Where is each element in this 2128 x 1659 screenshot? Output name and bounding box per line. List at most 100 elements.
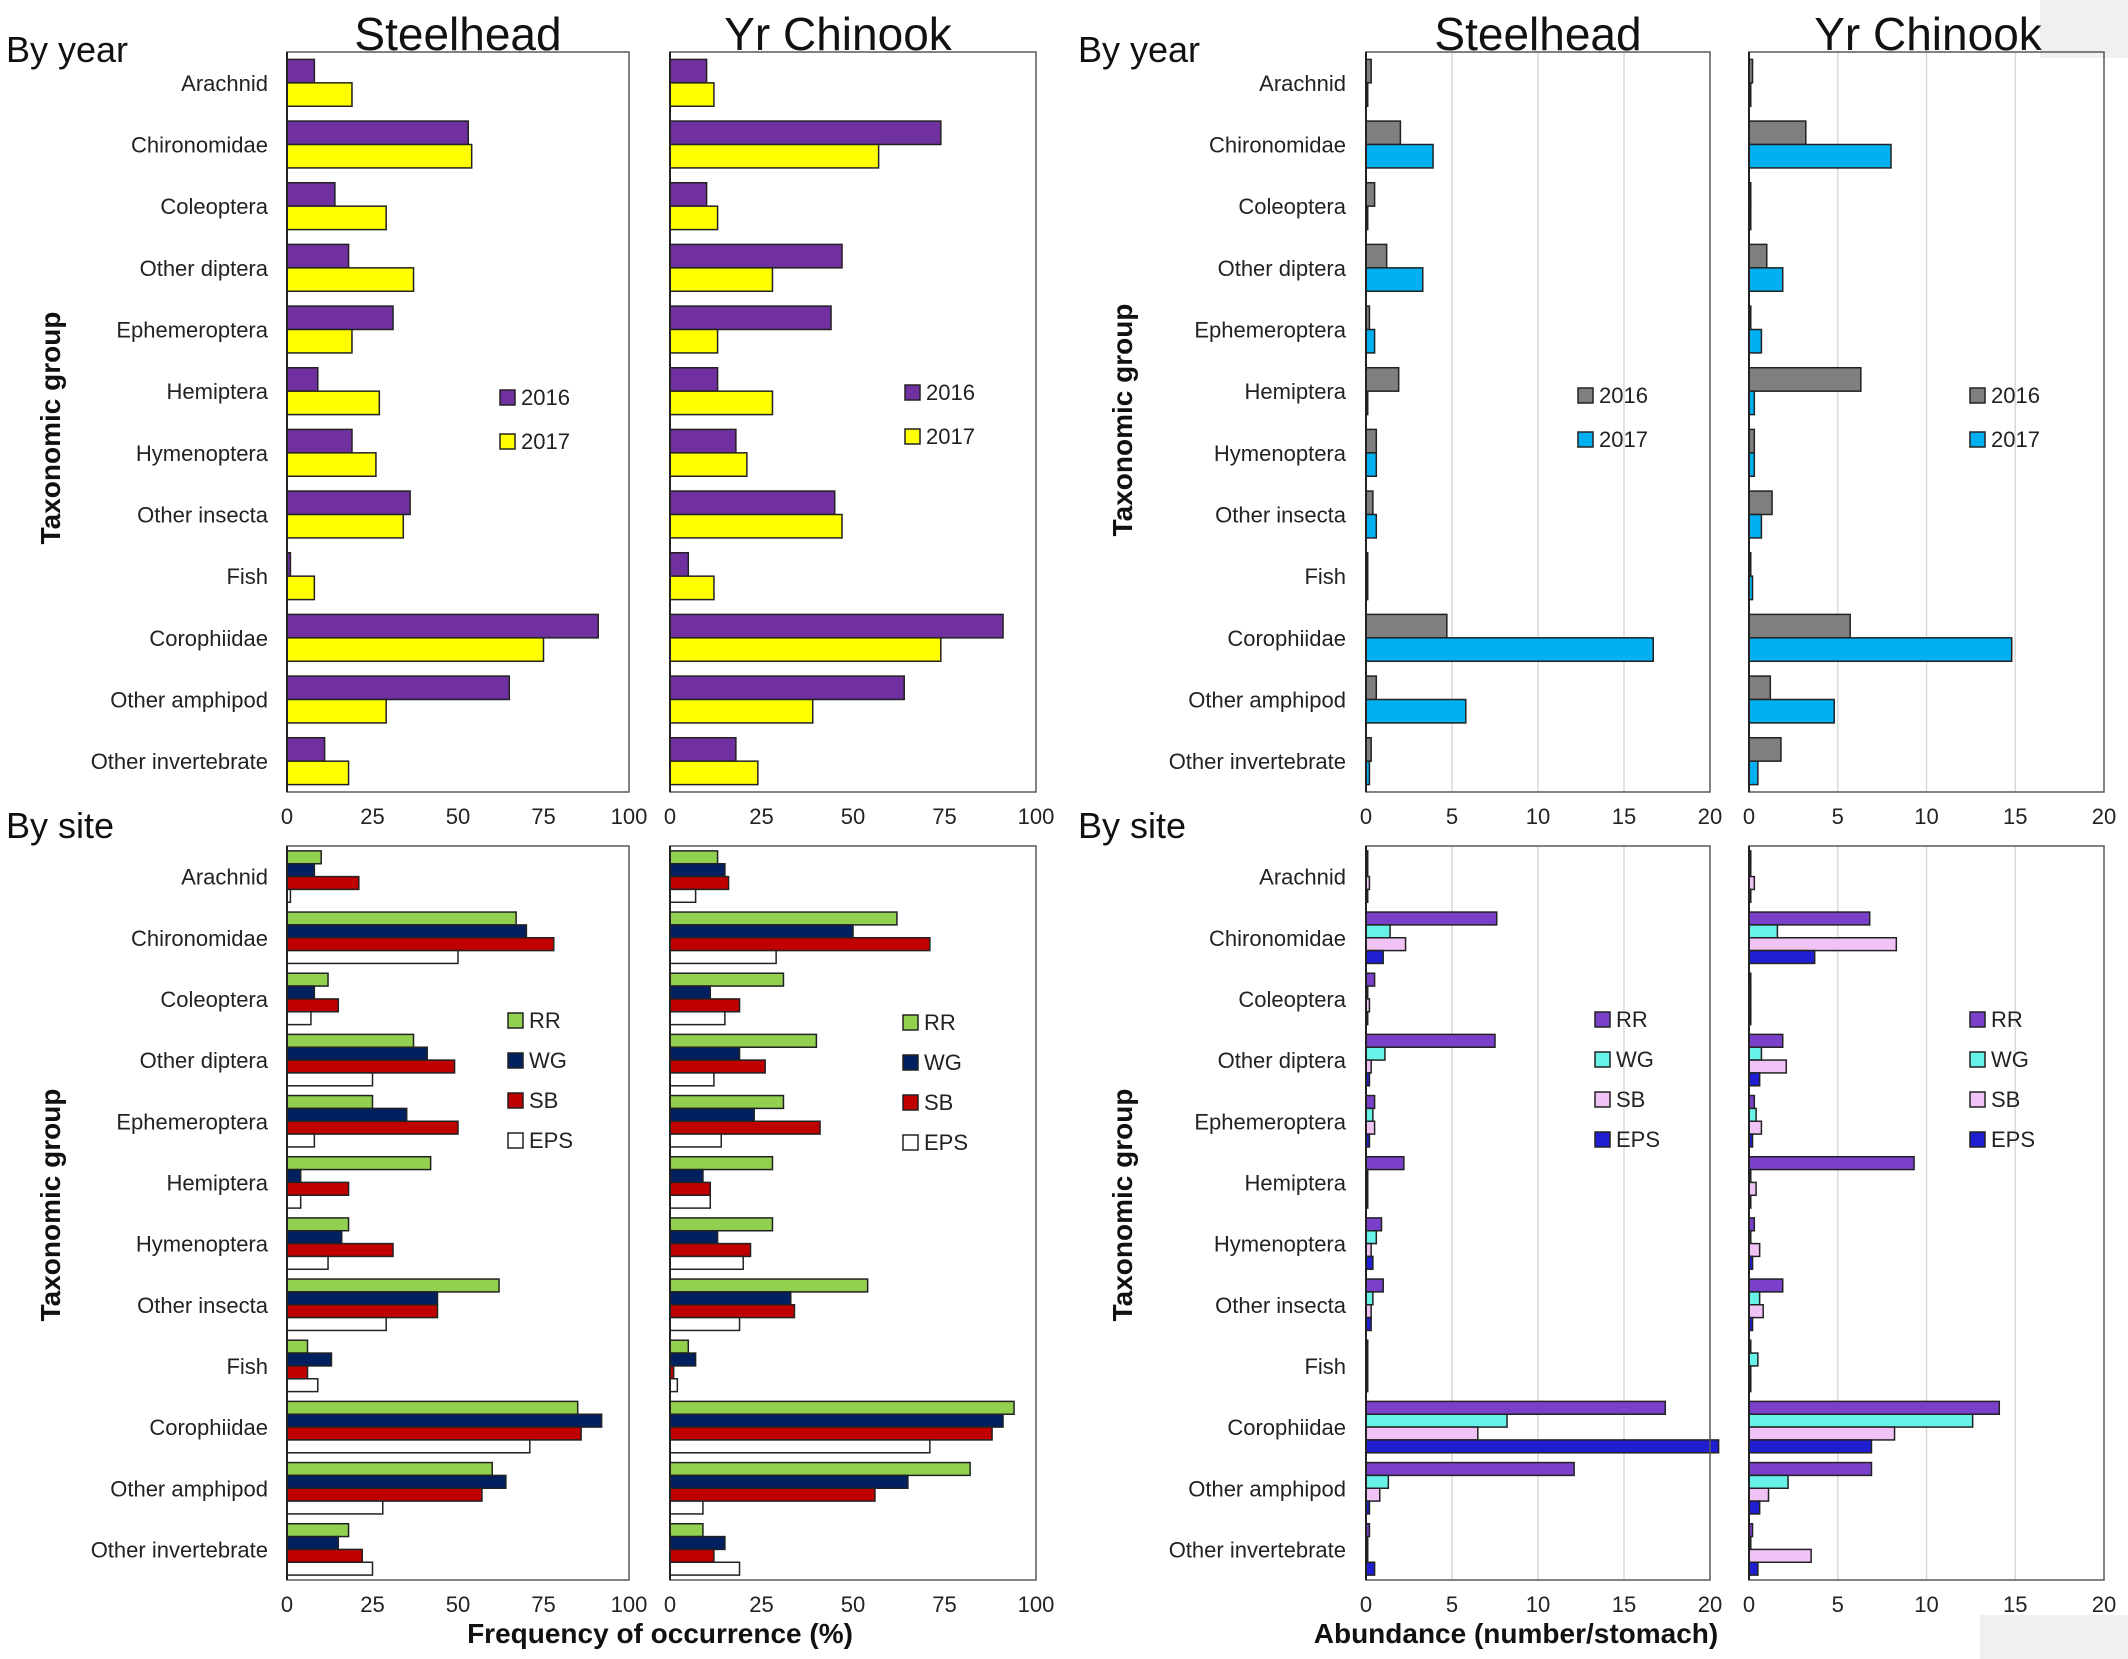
bar-corophiidae-rr [1365,1400,1667,1415]
freq-site-chinook-panel: 0 25 50 75 100 RR WG SB EPS [664,845,1055,1617]
bar-other-insecta-wg [286,1291,439,1306]
bar-coleoptera-2016 [669,181,708,207]
bar-other-amphipod-eps [286,1500,384,1515]
x-tick-label: 100 [611,804,648,829]
bar-fish-2017 [286,575,316,601]
bar-ephemeroptera-rr [669,1094,785,1110]
bar-other-invertebrate-2016 [1748,736,1782,762]
category-label: Ephemeroptera [1194,318,1346,343]
bar-corophiidae-2017 [1365,637,1654,663]
category-label: Other amphipod [1188,688,1346,713]
bar-other-insecta-2016 [286,490,411,516]
bar-hymenoptera-eps [286,1255,329,1271]
bar-hymenoptera-wg [286,1229,343,1245]
legend-label-2017: 2017 [926,424,975,449]
bar-chironomidae-eps [286,949,459,965]
legend-swatch-wg [1969,1051,1986,1068]
bar-corophiidae-eps [286,1439,531,1454]
bar-other-diptera-2016 [286,243,350,269]
legend-label-sb: SB [1991,1087,2020,1112]
bar-hymenoptera-wg [1365,1229,1378,1245]
bar-other-diptera-2016 [669,243,843,269]
legend-label-2016: 2016 [1599,383,1648,408]
x-tick-label: 100 [1018,1592,1055,1617]
bar-arachnid-wg [286,862,316,878]
x-tick-label: 10 [1914,804,1938,829]
bar-other-amphipod-eps [1748,1500,1761,1515]
category-label: Ephemeroptera [116,318,268,343]
category-label: Hemiptera [167,1170,269,1195]
bar-ephemeroptera-sb [669,1120,821,1135]
bar-fish-rr [286,1339,309,1354]
category-label: Other amphipod [1188,1476,1346,1501]
bar-chironomidae-sb [669,937,931,952]
bar-chironomidae-wg [669,924,854,939]
bar-hemiptera-2017 [669,390,774,416]
abund-site-chinook-panel: 0 5 10 15 20 RR WG SB EPS [1743,845,2116,1617]
bar-other-invertebrate-eps [286,1561,374,1576]
x-tick-label: 5 [1446,804,1458,829]
bar-other-diptera-2016 [1748,243,1768,269]
bar-other-diptera-2017 [1748,267,1784,293]
bar-fish-eps [286,1378,319,1393]
bar-hymenoptera-eps [669,1255,744,1271]
bar-coleoptera-2016 [1365,181,1376,207]
bar-ephemeroptera-wg [669,1107,755,1123]
bar-other-invertebrate-2017 [286,760,350,786]
bar-hemiptera-eps [669,1194,712,1209]
bar-other-insecta-rr [1748,1278,1784,1293]
bar-other-diptera-2017 [286,267,415,293]
bar-hemiptera-wg [286,1168,302,1184]
bar-other-invertebrate-sb [1748,1548,1812,1564]
bar-ephemeroptera-sb [1748,1120,1763,1135]
legend-label-rr: RR [1991,1007,2023,1032]
bar-other-amphipod-sb [669,1487,876,1502]
bar-corophiidae-rr [669,1400,1015,1415]
bar-other-diptera-wg [286,1046,428,1061]
legend-swatch-2017 [904,428,921,445]
bar-arachnid-sb [286,875,360,891]
category-label: Other amphipod [110,688,268,713]
legend-swatch-sb [902,1094,919,1111]
bar-arachnid-2017 [669,82,715,108]
bar-arachnid-rr [286,850,322,865]
legend-label-wg: WG [1616,1047,1654,1072]
bar-other-amphipod-eps [669,1500,704,1515]
bar-other-insecta-sb [1748,1304,1764,1319]
legend-swatch-eps [1969,1131,1986,1148]
category-label: Hymenoptera [136,441,269,466]
bar-other-invertebrate-eps [669,1561,741,1576]
bar-other-insecta-sb [669,1304,796,1319]
category-label: Arachnid [181,71,268,96]
bar-corophiidae-2017 [669,637,942,663]
bar-other-amphipod-2016 [286,675,511,701]
bar-other-insecta-eps [286,1316,387,1332]
bar-other-amphipod-wg [286,1474,507,1490]
x-tick-label: 20 [1698,804,1722,829]
bar-other-invertebrate-wg [669,1535,726,1551]
bar-corophiidae-eps [669,1439,931,1454]
legend-label-eps: EPS [529,1128,573,1153]
x-tick-label: 15 [2003,1592,2027,1617]
bar-corophiidae-eps [1748,1439,1873,1454]
freq-site-steelhead-panel: Arachnid Chironomidae Coleoptera Other dipt… [91,845,647,1617]
bar-ephemeroptera-wg [286,1107,408,1123]
category-label: Fish [1304,564,1346,589]
corner-shade-bottom [1980,1615,2128,1659]
bar-other-amphipod-2016 [669,675,905,701]
bar-other-diptera-eps [1748,1072,1761,1087]
bar-other-amphipod-wg [669,1474,909,1490]
x-tick-label: 5 [1832,1592,1844,1617]
legend-label-wg: WG [1991,1047,2029,1072]
legend-label-sb: SB [529,1088,558,1113]
category-label: Arachnid [1259,71,1346,96]
legend-label-2017: 2017 [1599,427,1648,452]
bar-other-insecta-rr [669,1278,869,1293]
bar-chironomidae-2017 [286,143,473,169]
bar-other-amphipod-2017 [669,698,814,724]
bar-hymenoptera-eps [1365,1255,1374,1271]
legend-label-eps: EPS [1991,1127,2035,1152]
x-tick-label: 25 [749,1592,773,1617]
category-label: Other diptera [140,256,269,281]
bar-other-amphipod-rr [286,1461,493,1477]
